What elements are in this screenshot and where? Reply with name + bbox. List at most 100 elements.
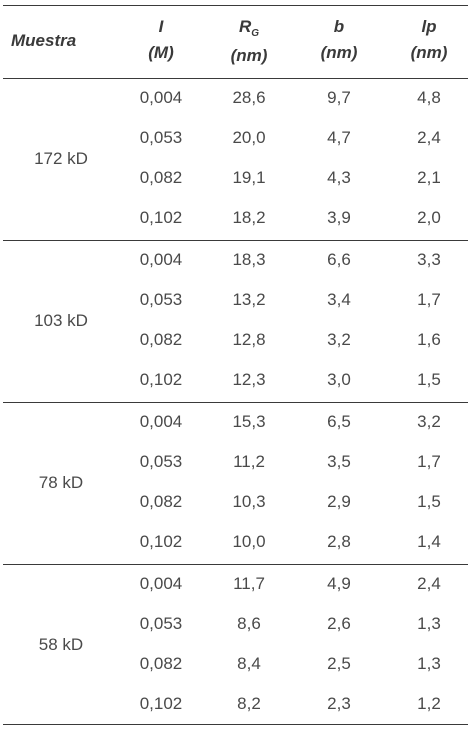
header-i: I (M) (121, 14, 201, 66)
cell-b: 4,3 (327, 168, 351, 187)
cell-b: 3,2 (327, 330, 351, 349)
cell-lp: 3,3 (417, 250, 441, 269)
group-rule (3, 402, 468, 403)
sample-label: 172 kD (34, 149, 88, 168)
table-row: 0,053 8,6 2,6 1,3 (3, 604, 468, 644)
cell-lp: 1,7 (417, 452, 441, 471)
cell-rg: 8,6 (237, 614, 261, 633)
cell-rg: 12,3 (232, 370, 266, 389)
cell-i: 0,082 (139, 168, 183, 187)
cell-lp: 2,1 (417, 168, 441, 187)
cell-lp: 1,2 (417, 694, 441, 713)
cell-b: 2,5 (327, 654, 351, 673)
table-row: 0,102 8,2 2,3 1,2 (3, 684, 468, 724)
cell-lp: 1,3 (417, 614, 441, 633)
header-rule (3, 78, 468, 79)
table-row: 0,053 13,2 3,4 1,7 (3, 280, 468, 320)
cell-b: 6,5 (327, 412, 351, 431)
cell-rg: 11,7 (233, 574, 265, 593)
cell-rg: 13,2 (232, 290, 266, 309)
cell-b: 6,6 (327, 250, 351, 269)
cell-rg: 8,2 (237, 694, 261, 713)
cell-b: 3,4 (327, 290, 351, 309)
cell-i: 0,102 (139, 532, 183, 551)
sample-label: 103 kD (34, 311, 88, 330)
cell-i: 0,082 (139, 330, 183, 349)
header-rg-symbol: R (238, 17, 252, 36)
cell-b: 2,9 (327, 492, 351, 511)
table-row: 0,004 11,7 4,9 2,4 (3, 564, 468, 604)
cell-i: 0,053 (139, 452, 183, 471)
header-rg-symbol-wrap: RG (209, 14, 289, 43)
cell-rg: 20,0 (232, 128, 266, 147)
sample-group-103kd: 103 kD 0,004 18,3 6,6 3,3 0,053 13,2 3,4… (3, 240, 468, 402)
table-row: 0,053 20,0 4,7 2,4 (3, 118, 468, 158)
table-row: 0,102 18,2 3,9 2,0 (3, 198, 468, 238)
header-rg: RG (nm) (209, 14, 289, 69)
cell-i: 0,102 (139, 694, 183, 713)
header-b-unit: (nm) (320, 43, 358, 62)
table-row: 0,053 11,2 3,5 1,7 (3, 442, 468, 482)
cell-lp: 2,4 (417, 574, 441, 593)
table-header: Muestra I (M) RG (nm) b (nm) lp (nm) (3, 5, 468, 77)
header-muestra: Muestra (11, 31, 77, 50)
header-i-symbol: I (158, 17, 164, 36)
cell-i: 0,004 (139, 412, 183, 431)
cell-b: 2,3 (327, 694, 351, 713)
sample-group-172kd: 172 kD 0,004 28,6 9,7 4,8 0,053 20,0 4,7… (3, 78, 468, 240)
header-b: b (nm) (299, 14, 379, 66)
cell-lp: 1,7 (417, 290, 441, 309)
header-rg-subscript: G (251, 28, 260, 39)
cell-rg: 18,2 (232, 208, 266, 227)
cell-lp: 3,2 (417, 412, 441, 431)
header-lp-unit: (nm) (410, 43, 448, 62)
cell-b: 4,9 (327, 574, 351, 593)
cell-b: 2,8 (327, 532, 351, 551)
group-rule (3, 240, 468, 241)
cell-i: 0,053 (139, 290, 183, 309)
cell-lp: 1,6 (417, 330, 441, 349)
cell-lp: 2,4 (417, 128, 441, 147)
header-rg-unit: (nm) (230, 46, 268, 65)
cell-rg: 12,8 (232, 330, 266, 349)
table-row: 0,102 10,0 2,8 1,4 (3, 522, 468, 562)
cell-lp: 1,5 (417, 492, 441, 511)
table-row: 0,004 15,3 6,5 3,2 (3, 402, 468, 442)
header-i-unit: (M) (148, 43, 174, 62)
bottom-rule (3, 724, 468, 725)
cell-rg: 8,4 (237, 654, 261, 673)
cell-lp: 4,8 (417, 88, 441, 107)
cell-b: 3,5 (327, 452, 351, 471)
table-row: 0,102 12,3 3,0 1,5 (3, 360, 468, 400)
sample-label: 78 kD (38, 473, 84, 492)
sample-label: 58 kD (38, 635, 84, 654)
cell-rg: 18,3 (232, 250, 266, 269)
cell-b: 4,7 (327, 128, 351, 147)
cell-rg: 15,3 (232, 412, 266, 431)
cell-i: 0,082 (139, 492, 183, 511)
top-rule (3, 5, 468, 6)
table-row: 0,082 8,4 2,5 1,3 (3, 644, 468, 684)
group-rule (3, 564, 468, 565)
cell-i: 0,053 (139, 614, 183, 633)
cell-rg: 11,2 (233, 452, 265, 471)
cell-lp: 2,0 (417, 208, 441, 227)
cell-rg: 10,3 (232, 492, 266, 511)
cell-lp: 1,5 (417, 370, 441, 389)
cell-i: 0,004 (139, 574, 183, 593)
cell-i: 0,053 (139, 128, 183, 147)
table-row: 0,082 19,1 4,3 2,1 (3, 158, 468, 198)
cell-b: 3,0 (327, 370, 351, 389)
cell-i: 0,004 (139, 88, 183, 107)
cell-b: 2,6 (327, 614, 351, 633)
header-lp: lp (nm) (389, 14, 469, 66)
cell-rg: 28,6 (232, 88, 266, 107)
cell-b: 3,9 (327, 208, 351, 227)
table-row: 0,004 28,6 9,7 4,8 (3, 78, 468, 118)
cell-rg: 19,1 (232, 168, 266, 187)
table-row: 0,082 10,3 2,9 1,5 (3, 482, 468, 522)
sample-group-78kd: 78 kD 0,004 15,3 6,5 3,2 0,053 11,2 3,5 … (3, 402, 468, 564)
cell-b: 9,7 (327, 88, 351, 107)
cell-i: 0,102 (139, 370, 183, 389)
table-row: 0,082 12,8 3,2 1,6 (3, 320, 468, 360)
